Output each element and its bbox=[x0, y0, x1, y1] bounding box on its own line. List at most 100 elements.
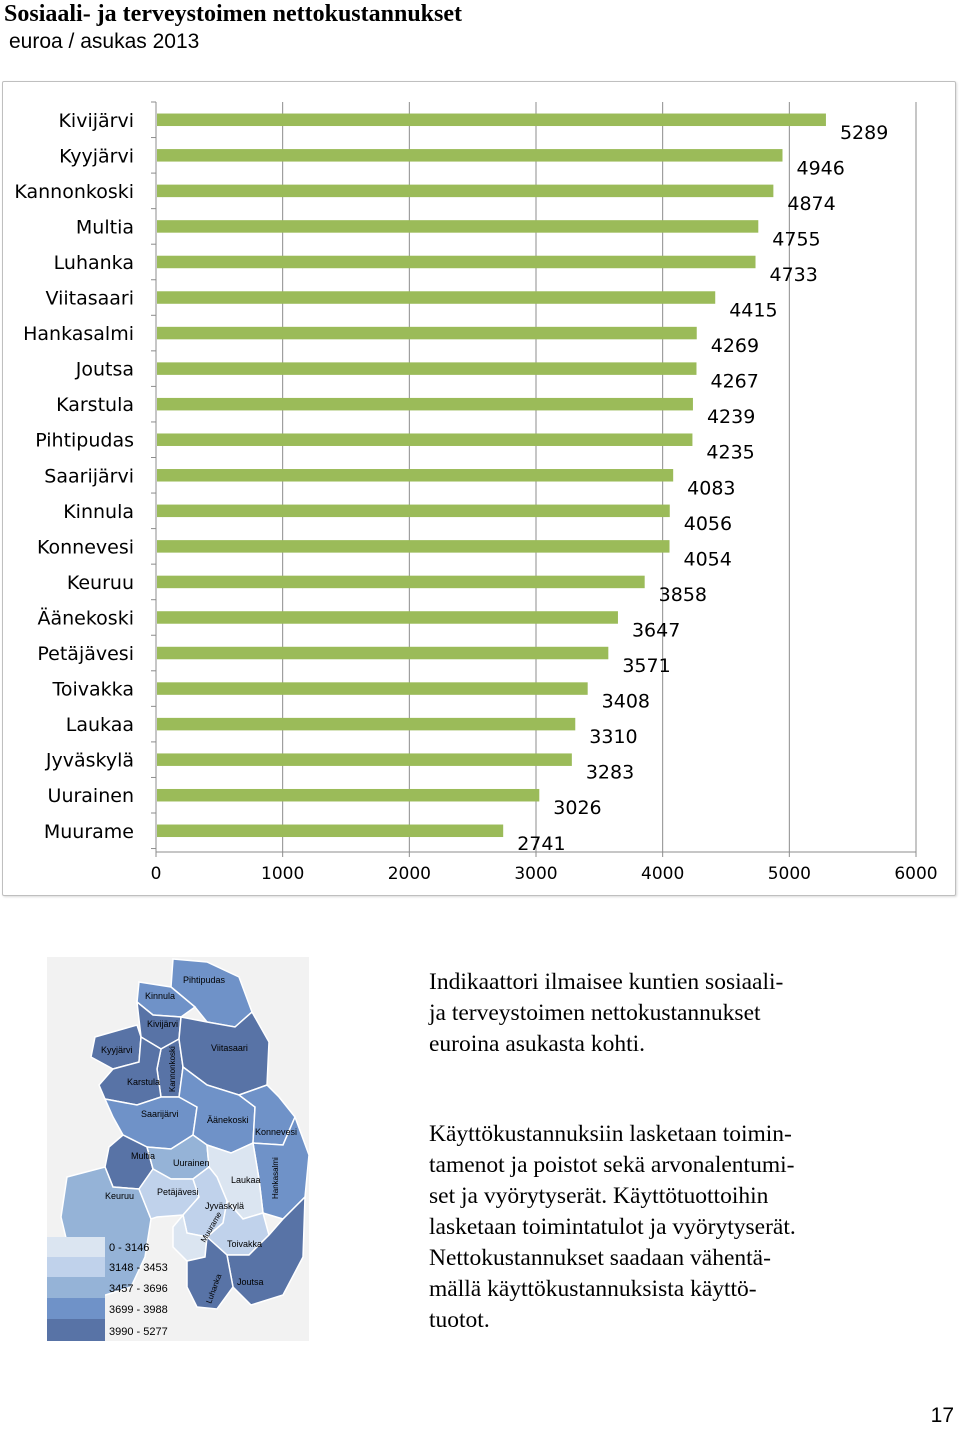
legend-label: 0 - 3146 bbox=[109, 1242, 149, 1254]
bar bbox=[157, 291, 716, 304]
value-label: 5289 bbox=[840, 122, 888, 144]
bar bbox=[157, 149, 783, 162]
region-map: Pihtipudas Kinnula Kivijärvi Kyyjärvi Ka… bbox=[47, 957, 309, 1341]
value-label: 3283 bbox=[586, 762, 634, 784]
category-label: Petäjävesi bbox=[37, 643, 134, 665]
value-label: 4946 bbox=[796, 157, 844, 179]
bar bbox=[157, 184, 774, 198]
category-label: Karstula bbox=[56, 394, 134, 416]
page-subtitle: euroa / asukas 2013 bbox=[9, 30, 200, 53]
bar bbox=[157, 575, 645, 589]
label-aanekoski: Äänekoski bbox=[207, 1115, 249, 1125]
label-uurainen: Uurainen bbox=[173, 1158, 210, 1168]
value-label: 3310 bbox=[589, 726, 637, 748]
text-line: Indikaattori ilmaisee kuntien sosiaali- bbox=[429, 969, 784, 995]
category-label: Toivakka bbox=[52, 679, 134, 701]
category-label: Hankasalmi bbox=[23, 323, 134, 345]
x-tick-label: 3000 bbox=[514, 864, 557, 884]
label-konnevesi: Konnevesi bbox=[255, 1127, 297, 1137]
value-label: 4267 bbox=[710, 371, 758, 393]
text-line: set ja vyörytyserät. Käyttötuottoihin bbox=[429, 1183, 769, 1209]
label-saarijarvi: Saarijärvi bbox=[141, 1109, 179, 1119]
bar bbox=[157, 788, 540, 802]
text-line: Käyttökustannuksiin lasketaan toimin- bbox=[429, 1121, 792, 1147]
x-tick-label: 0 bbox=[151, 864, 162, 884]
value-label: 3858 bbox=[659, 584, 707, 606]
x-tick-label: 6000 bbox=[894, 864, 937, 884]
value-label: 4235 bbox=[706, 442, 754, 464]
label-jyvaskyla: Jyväskylä bbox=[205, 1201, 244, 1211]
page-title: Sosiaali- ja terveystoimen nettokustannu… bbox=[4, 1, 463, 27]
label-kivijarvi: Kivijärvi bbox=[147, 1019, 178, 1029]
legend-label: 3990 - 5277 bbox=[109, 1326, 168, 1338]
value-label: 4239 bbox=[707, 406, 755, 428]
region-karstula bbox=[98, 1035, 162, 1106]
category-label: Laukaa bbox=[66, 714, 134, 736]
bar bbox=[157, 113, 826, 127]
legend-swatch bbox=[47, 1277, 105, 1298]
legend-swatch bbox=[47, 1298, 105, 1319]
legend-label: 3148 - 3453 bbox=[109, 1262, 168, 1274]
value-label: 4733 bbox=[770, 264, 818, 286]
bar bbox=[157, 326, 697, 340]
page-number: 17 bbox=[930, 1404, 954, 1427]
x-tick-label: 2000 bbox=[388, 864, 431, 884]
label-kinnula: Kinnula bbox=[145, 991, 175, 1001]
value-label: 2741 bbox=[517, 833, 565, 855]
value-label: 4269 bbox=[711, 335, 759, 357]
indicator-description: Indikaattori ilmaisee kuntien sosiaali- … bbox=[429, 967, 859, 1060]
text-line: lasketaan toimintatulot ja vyörytyserät. bbox=[429, 1214, 796, 1240]
label-joutsa: Joutsa bbox=[237, 1277, 264, 1287]
x-tick-label: 5000 bbox=[768, 864, 811, 884]
text-line: Nettokustannukset saadaan vähentä- bbox=[429, 1245, 771, 1271]
label-laukaa: Laukaa bbox=[231, 1175, 261, 1185]
label-toivakka: Toivakka bbox=[227, 1239, 262, 1249]
region-joutsa bbox=[226, 1195, 306, 1306]
label-viitasaari: Viitasaari bbox=[211, 1043, 248, 1053]
category-label: Multia bbox=[76, 216, 134, 238]
x-tick-label: 4000 bbox=[641, 864, 684, 884]
value-label: 4415 bbox=[729, 300, 777, 322]
text-line: mällä käyttökustannuksista käyttö- bbox=[429, 1276, 757, 1302]
map-legend: 0 - 3146 3148 - 3453 3457 - 3696 3699 - … bbox=[47, 1237, 168, 1341]
category-label: Saarijärvi bbox=[44, 465, 134, 487]
definition-paragraph: Käyttökustannuksiin lasketaan toimin- ta… bbox=[429, 1119, 859, 1336]
bar bbox=[157, 397, 693, 411]
bar bbox=[157, 824, 504, 838]
value-label: 3647 bbox=[632, 619, 680, 641]
bar bbox=[157, 646, 609, 660]
value-label: 3026 bbox=[553, 797, 601, 819]
label-petajavesi: Petäjävesi bbox=[157, 1187, 199, 1197]
text-line: euroina asukasta kohti. bbox=[429, 1031, 646, 1057]
bar bbox=[157, 682, 588, 695]
category-label: Joutsa bbox=[75, 359, 134, 381]
value-label: 4874 bbox=[787, 193, 835, 215]
category-label: Konnevesi bbox=[37, 536, 134, 558]
bar-chart-svg: 0 1000 2000 3000 4000 5000 6000 Kivijärvi 5289 Ky… bbox=[14, 101, 938, 884]
text-line: ja terveystoimen nettokustannukset bbox=[429, 1000, 761, 1026]
value-label: 4054 bbox=[684, 548, 732, 570]
legend-swatch bbox=[47, 1237, 105, 1257]
text-line: tamenot ja poistot sekä arvonalentumi- bbox=[429, 1152, 795, 1178]
value-label: 3408 bbox=[602, 691, 650, 713]
category-label: Jyväskylä bbox=[45, 750, 134, 772]
category-label: Muurame bbox=[44, 821, 134, 843]
category-label: Uurainen bbox=[48, 785, 134, 807]
bar bbox=[157, 469, 674, 482]
bar bbox=[157, 255, 756, 269]
bar bbox=[157, 753, 572, 766]
label-pihtipudas: Pihtipudas bbox=[183, 975, 226, 985]
x-tick-label: 1000 bbox=[261, 864, 304, 884]
legend-swatch bbox=[47, 1257, 105, 1277]
category-label: Kyyjärvi bbox=[59, 145, 134, 167]
category-label: Kinnula bbox=[63, 501, 134, 523]
legend-label: 3699 - 3988 bbox=[109, 1304, 168, 1316]
region-luhanka bbox=[186, 1235, 234, 1310]
choropleth-map: Pihtipudas Kinnula Kivijärvi Kyyjärvi Ka… bbox=[47, 957, 309, 1341]
value-label: 3571 bbox=[622, 655, 670, 677]
category-label: Keuruu bbox=[67, 572, 134, 594]
value-label: 4755 bbox=[772, 228, 820, 250]
label-kannonkoski: Kannonkoski bbox=[168, 1046, 177, 1092]
value-label: 4056 bbox=[684, 513, 732, 535]
bar bbox=[157, 611, 618, 624]
